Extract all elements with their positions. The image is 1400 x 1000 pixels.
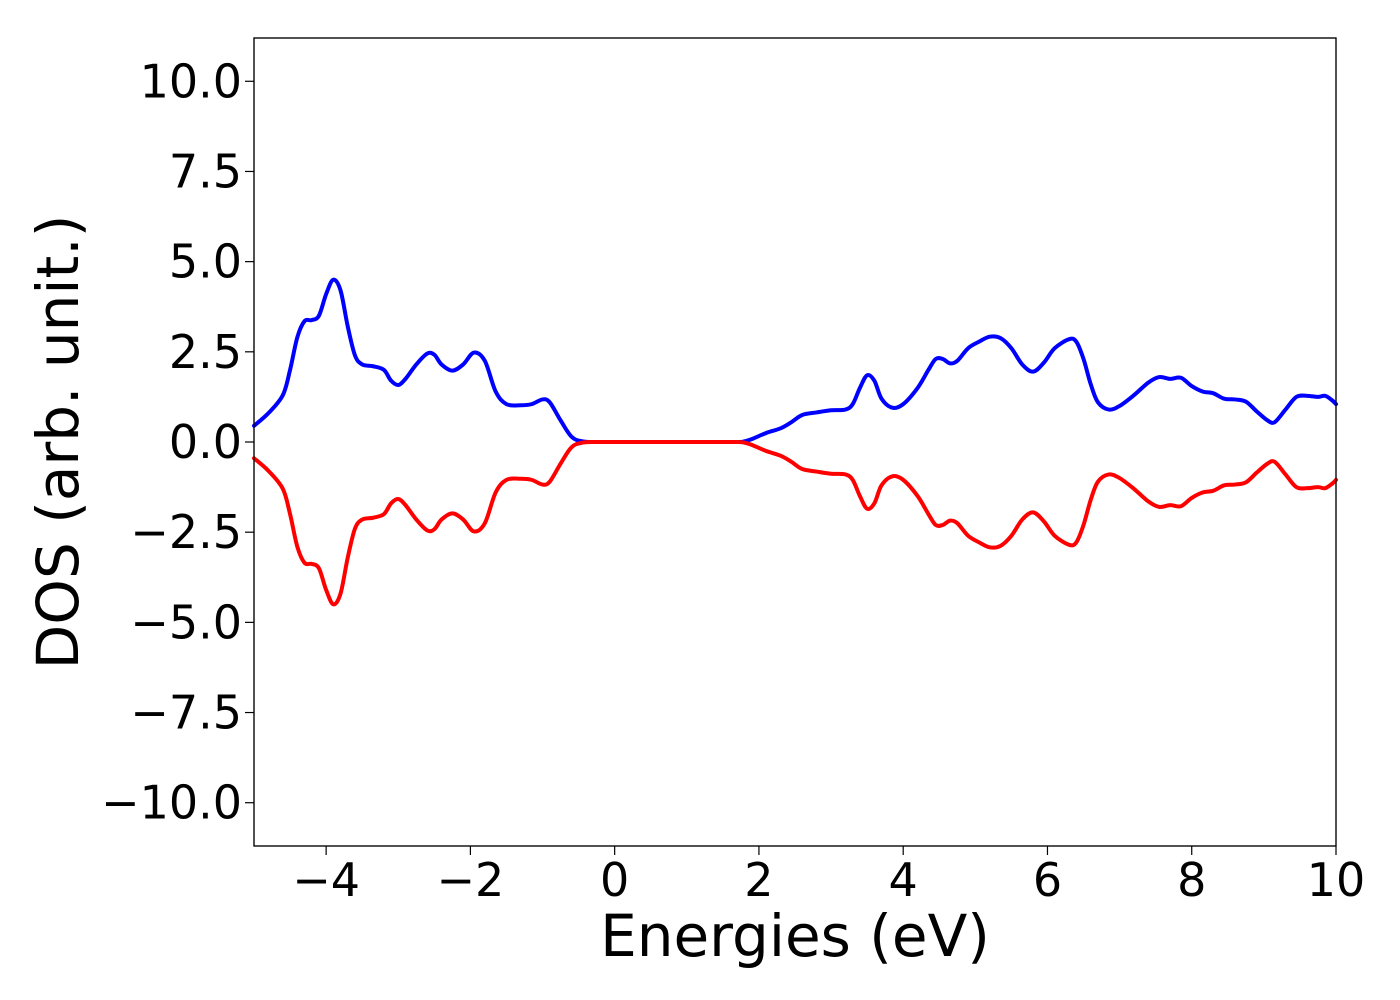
y-axis-ticks: 10.0 7.5 5.0 2.5 0.0 −2.5 −5.0 −7.5 −10.0 xyxy=(101,54,254,830)
x-tick-label: 10 xyxy=(1307,853,1366,907)
x-axis-label: Energies (eV) xyxy=(600,902,990,970)
y-tick-label: 2.5 xyxy=(169,325,242,379)
y-tick-label: 7.5 xyxy=(169,144,242,198)
x-tick-label: −2 xyxy=(436,853,504,907)
y-tick-label: 0.0 xyxy=(169,415,242,469)
y-tick-label: 10.0 xyxy=(140,54,242,108)
x-tick-label: −4 xyxy=(292,853,360,907)
series-line-2 xyxy=(252,439,1338,607)
x-tick-label: 6 xyxy=(1033,853,1062,907)
y-tick-label: −10.0 xyxy=(101,776,242,830)
y-tick-label: 5.0 xyxy=(169,235,242,289)
y-tick-label: −5.0 xyxy=(130,595,242,649)
series-layer xyxy=(252,277,1338,607)
x-tick-label: 8 xyxy=(1177,853,1206,907)
plot-area xyxy=(253,37,1337,847)
y-axis-label: DOS (arb. unit.) xyxy=(24,215,92,670)
y-tick-label: −2.5 xyxy=(130,505,242,559)
x-tick-label: 4 xyxy=(889,853,918,907)
y-tick-label: −7.5 xyxy=(130,686,242,740)
x-tick-label: 2 xyxy=(744,853,773,907)
x-tick-label: 0 xyxy=(600,853,629,907)
series-line-1 xyxy=(252,277,1338,445)
x-axis-ticks: −4 −2 0 2 4 6 8 10 xyxy=(292,846,1365,907)
